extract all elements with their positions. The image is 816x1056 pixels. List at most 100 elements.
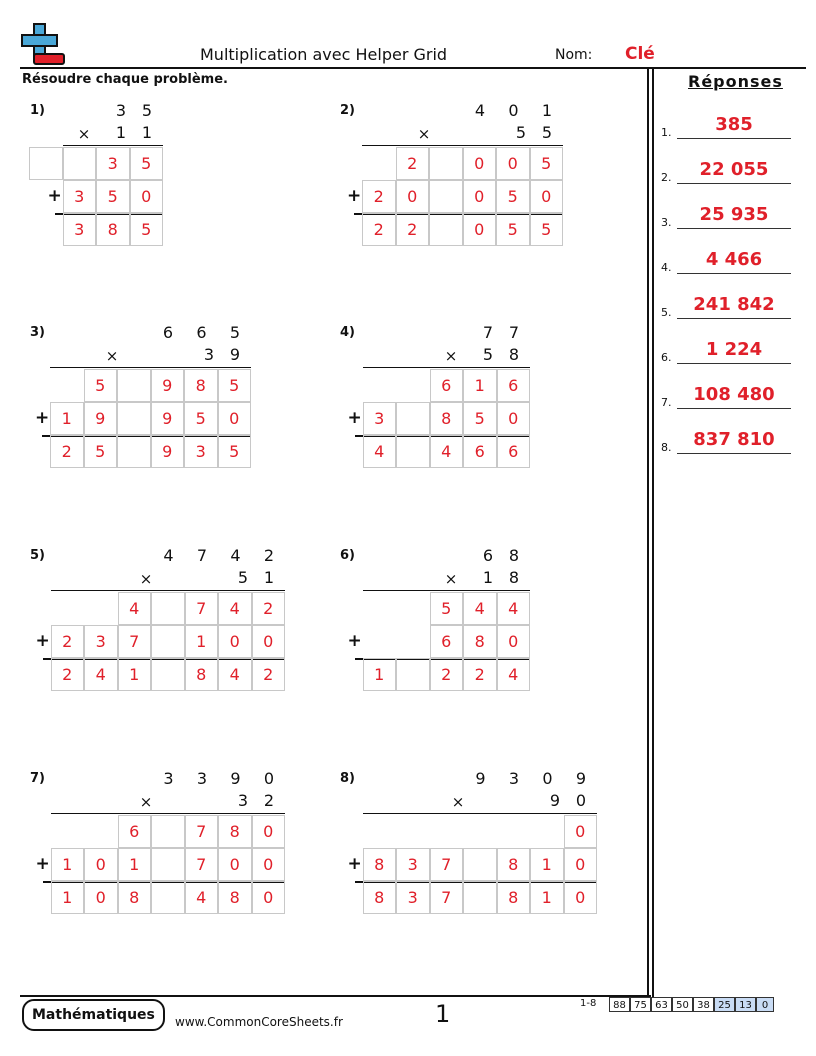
helper-grid-cell: 1 (50, 881, 84, 914)
multiplicand-digit: 5 (141, 101, 153, 120)
sum-rule (354, 658, 530, 660)
helper-grid-cell (396, 402, 430, 435)
helper-grid-cell: 8 (496, 881, 530, 914)
helper-grid-cell (151, 815, 185, 848)
helper-grid-cell: 3 (84, 625, 118, 658)
multiplicand-digit: 9 (230, 769, 241, 788)
problem-number: 4) (340, 325, 355, 340)
helper-grid-cell: 4 (496, 658, 530, 691)
sum-rule (42, 435, 251, 437)
helper-grid-cell: 1 (362, 658, 396, 691)
helper-grid-cell: 4 (117, 592, 151, 625)
multiplier-digit: 9 (229, 345, 241, 364)
helper-grid-cell: 2 (395, 147, 429, 180)
operand-rule (362, 813, 597, 814)
helper-grid-cell: 0 (529, 180, 563, 213)
operand-rule (62, 145, 163, 146)
multiplicand-digit: 3 (508, 769, 520, 788)
multiplicand-digit: 3 (196, 769, 208, 788)
helper-grid-cell: 8 (496, 848, 530, 881)
multiplicand-digit: 2 (263, 546, 275, 565)
sum-rule (42, 658, 285, 660)
plus-sign: + (35, 631, 50, 651)
multiplier-digit: 2 (263, 791, 275, 810)
answer-line (677, 138, 791, 139)
helper-grid-cell: 3 (62, 213, 96, 246)
answer-value: 241 842 (693, 294, 775, 315)
multiplicand-digit: 1 (541, 101, 553, 120)
helper-grid-cell: 5 (96, 180, 130, 213)
helper-grid-cell: 2 (50, 625, 84, 658)
operand-rule (50, 813, 285, 814)
multiplier-digit: 3 (237, 791, 249, 810)
multiplicand-digit: 3 (163, 769, 174, 788)
helper-grid-cell (117, 402, 151, 435)
answer-number: 4. (661, 261, 672, 274)
multiplier-digit: 8 (508, 568, 520, 587)
helper-grid-cell: 0 (251, 625, 285, 658)
times-sign: × (444, 570, 458, 588)
answer-value: 108 480 (693, 384, 775, 405)
helper-grid-cell: 5 (83, 435, 117, 468)
subject-logo: Mathématiques (22, 999, 165, 1031)
multiplier-digit: 8 (508, 345, 520, 364)
multiplier-digit: 1 (263, 568, 275, 587)
times-sign: × (444, 347, 458, 365)
problem-number: 2) (340, 103, 355, 118)
helper-grid-cell: 0 (496, 147, 530, 180)
multiplicand-digit: 9 (575, 769, 587, 788)
helper-grid-cell: 8 (117, 881, 151, 914)
helper-grid-cell: 2 (251, 592, 285, 625)
operand-rule (50, 367, 251, 368)
answer-number: 7. (661, 396, 672, 409)
helper-grid-cell: 4 (496, 592, 530, 625)
helper-grid-cell: 8 (429, 402, 463, 435)
helper-grid-cell (151, 658, 185, 691)
helper-grid-cell: 4 (362, 435, 396, 468)
sum-rule (42, 881, 285, 883)
helper-grid-cell: 0 (218, 848, 252, 881)
answer-line (677, 408, 791, 409)
answer-value: 25 935 (699, 204, 769, 225)
helper-grid-cell: 2 (429, 658, 463, 691)
multiplier-digit: 1 (141, 123, 153, 142)
helper-grid-cell: 7 (429, 848, 463, 881)
helper-grid-cell (151, 881, 185, 914)
multiplicand-digit: 7 (508, 323, 520, 342)
helper-grid-cell: 2 (395, 213, 429, 246)
helper-grid-cell: 0 (462, 180, 496, 213)
answer-number: 6. (661, 351, 672, 364)
helper-grid-cell (29, 147, 63, 180)
score-cell: 25 (714, 997, 735, 1012)
answer-line (677, 453, 791, 454)
multiplicand-digit: 7 (482, 323, 494, 342)
multiplicand-digit: 5 (229, 323, 241, 342)
operand-rule (362, 145, 563, 146)
answer-line (677, 363, 791, 364)
helper-grid-cell: 8 (184, 369, 218, 402)
helper-grid-cell: 0 (217, 402, 251, 435)
multiplier-digit: 5 (515, 123, 527, 142)
helper-grid-cell (429, 147, 463, 180)
helper-grid-cell: 3 (396, 881, 430, 914)
helper-grid-cell: 3 (184, 435, 218, 468)
times-sign: × (139, 570, 153, 588)
multiplicand-digit: 7 (196, 546, 208, 565)
helper-grid-cell: 7 (184, 815, 218, 848)
helper-grid-cell: 3 (62, 180, 96, 213)
helper-grid-cell: 5 (184, 402, 218, 435)
plus-sign: + (347, 186, 362, 206)
operand-rule (362, 590, 530, 591)
helper-grid-cell: 0 (251, 815, 285, 848)
helper-grid-cell (429, 180, 463, 213)
plus-sign: + (47, 186, 62, 206)
helper-grid-cell: 5 (217, 369, 251, 402)
multiplier-digit: 5 (541, 123, 553, 142)
helper-grid-cell: 6 (429, 625, 463, 658)
helper-grid-cell: 2 (251, 658, 285, 691)
times-sign: × (77, 125, 91, 143)
helper-grid-cell: 4 (218, 592, 252, 625)
helper-grid-cell: 4 (463, 592, 497, 625)
column-divider (652, 67, 654, 997)
helper-grid-cell (463, 848, 497, 881)
